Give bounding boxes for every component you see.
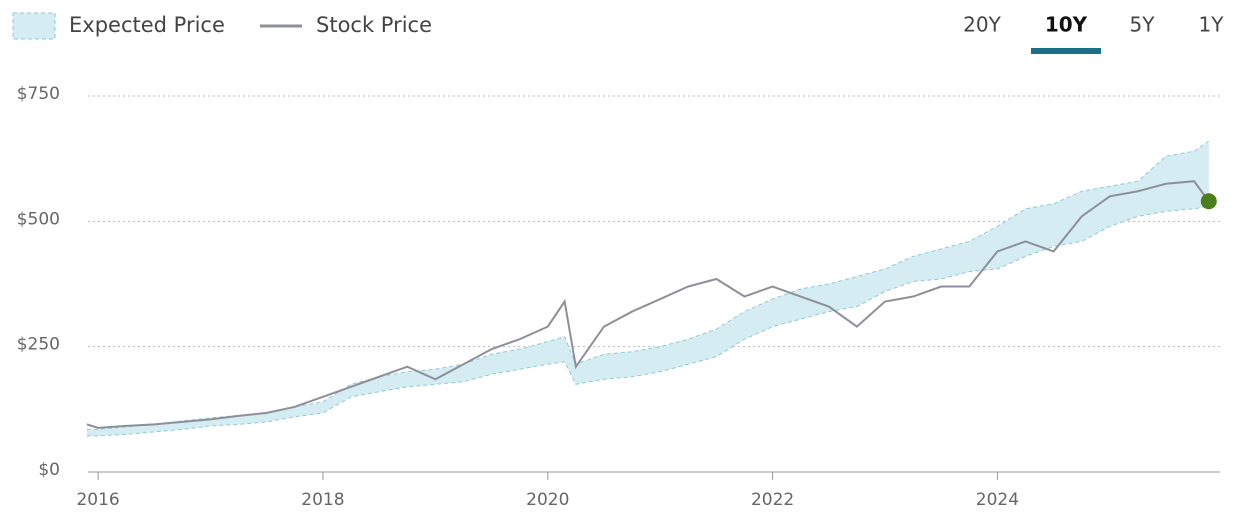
range-tab[interactable]: 10Y [1045, 13, 1088, 37]
x-tick-label: 2018 [301, 490, 344, 510]
range-tab[interactable]: 1Y [1199, 13, 1225, 37]
tab-underline [1031, 48, 1101, 54]
range-tab[interactable]: 20Y [963, 13, 1001, 37]
range-tab[interactable]: 5Y [1130, 13, 1156, 37]
stock-price-line [86, 180, 1210, 429]
legend-label: Expected Price [69, 13, 225, 37]
x-tick-label: 2016 [76, 490, 119, 510]
y-tick-label: $0 [38, 460, 60, 480]
x-tick-label: 2020 [526, 490, 569, 510]
y-tick-label: $500 [17, 209, 60, 229]
y-tick-label: $750 [17, 84, 60, 104]
legend-swatch [12, 12, 56, 40]
current-price-marker [1200, 193, 1217, 210]
x-tick-label: 2024 [976, 490, 1019, 510]
x-tick-label: 2022 [751, 490, 794, 510]
legend-label: Stock Price [316, 13, 432, 37]
y-tick-label: $250 [17, 335, 60, 355]
band-upper-edge [86, 140, 1210, 430]
expected-price-band [86, 141, 1209, 436]
band-lower-edge [86, 205, 1209, 437]
